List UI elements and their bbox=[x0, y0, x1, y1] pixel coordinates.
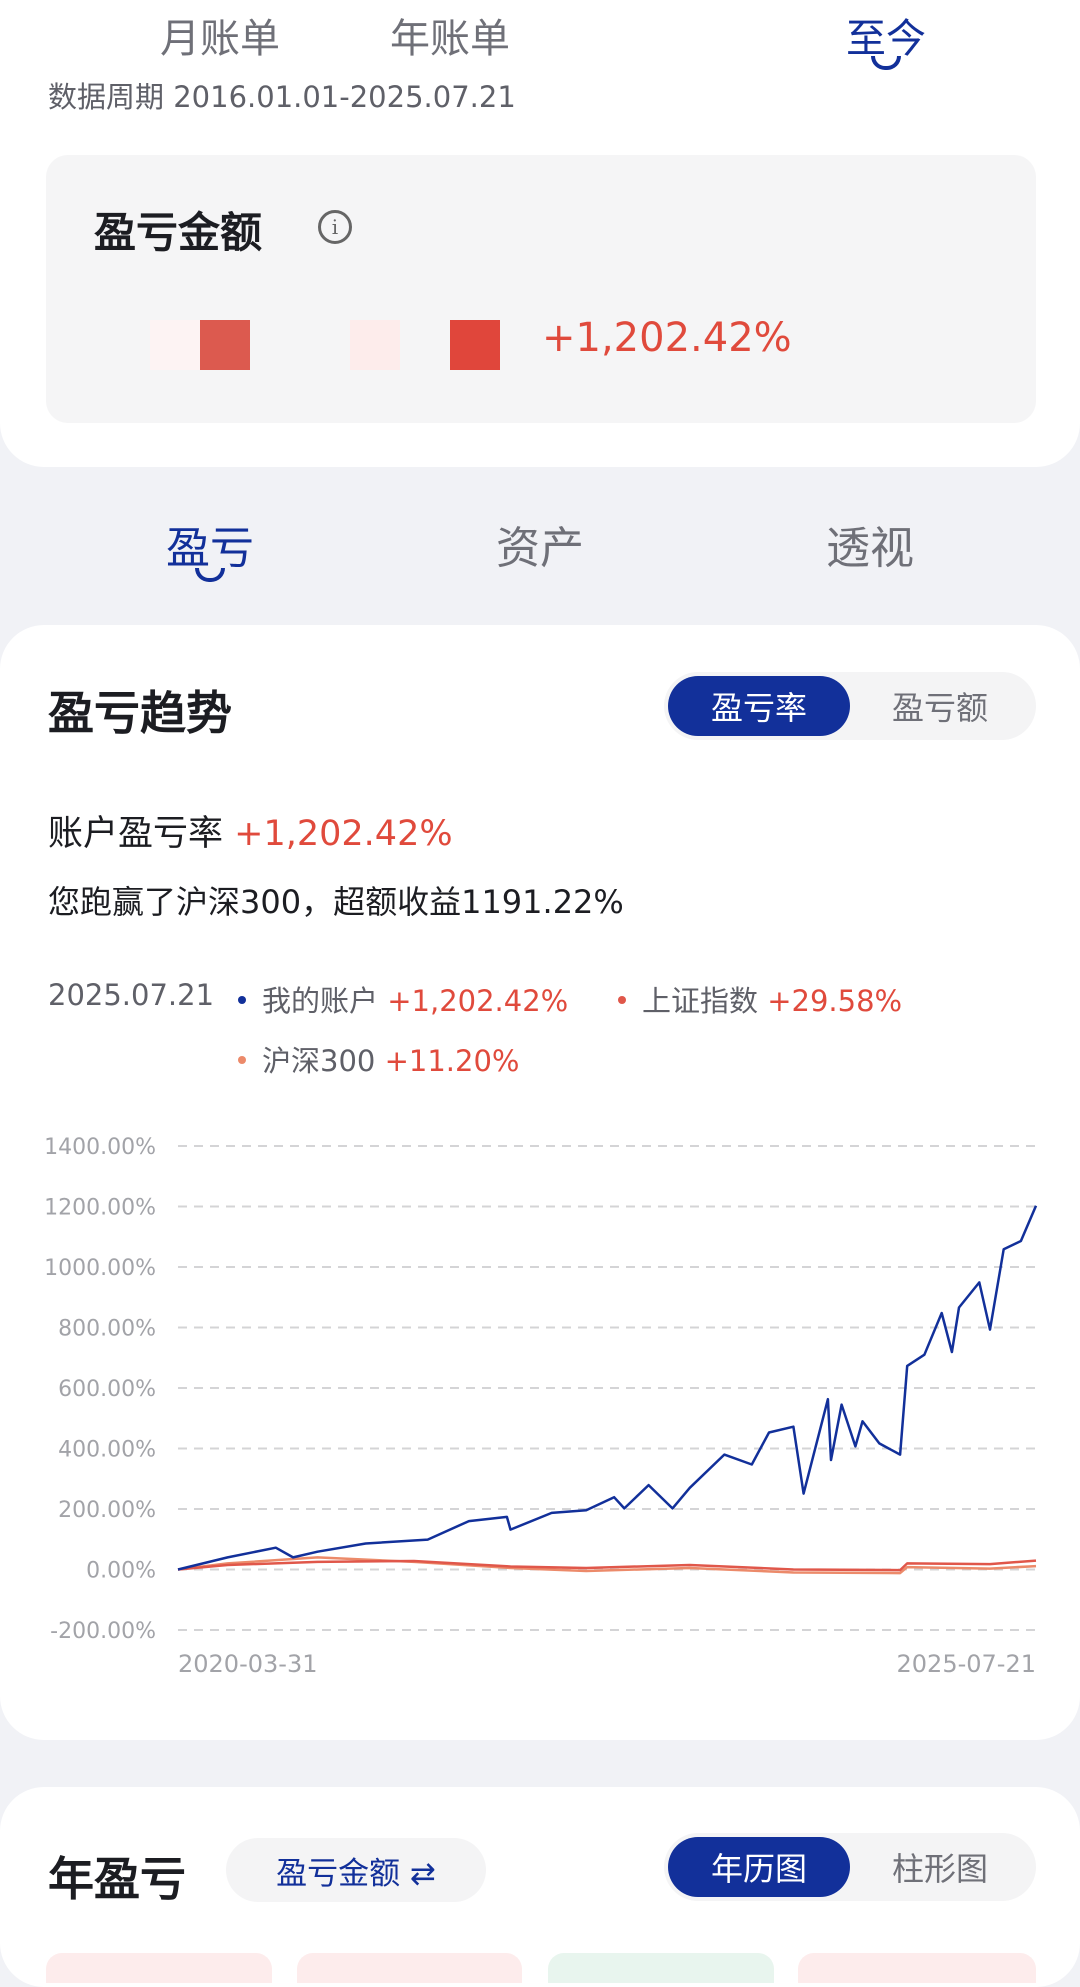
x-tick-label: 2025-07-21 bbox=[897, 1650, 1036, 1678]
tab-pnl[interactable]: 盈亏 bbox=[166, 523, 254, 574]
legend-date: 2025.07.21 bbox=[48, 978, 215, 1012]
y-tick-label: 800.00% bbox=[58, 1317, 156, 1342]
toggle-calendar[interactable]: 年历图 bbox=[668, 1837, 850, 1897]
year-tile[interactable] bbox=[46, 1953, 272, 1983]
account-rate-value: +1,202.42% bbox=[234, 814, 453, 854]
trend-toggle: 盈亏率 盈亏额 bbox=[664, 672, 1036, 740]
legend-value: +1,202.42% bbox=[387, 984, 569, 1018]
masked-amount bbox=[200, 320, 250, 370]
pnl-trend-chart[interactable]: 1400.00% 1200.00% 1000.00% 800.00% 600.00% 40… bbox=[0, 1110, 1080, 1690]
y-tick-label: 400.00% bbox=[58, 1438, 156, 1463]
legend-name: 上证指数 bbox=[642, 984, 759, 1018]
y-tick-label: 1200.00% bbox=[44, 1196, 156, 1221]
info-icon[interactable]: i bbox=[318, 210, 352, 244]
toggle-rate[interactable]: 盈亏率 bbox=[668, 676, 850, 736]
tab-insight[interactable]: 透视 bbox=[826, 523, 914, 574]
tab-monthly-bill[interactable]: 月账单 bbox=[160, 16, 280, 62]
data-period: 数据周期 2016.01.01-2025.07.21 bbox=[48, 80, 516, 114]
legend-item-csi300: 沪深300 +11.20% bbox=[238, 1038, 519, 1080]
pnl-rate: +1,202.42% bbox=[542, 315, 792, 361]
active-tab-indicator bbox=[871, 56, 901, 70]
account-rate-label: 账户盈亏率 bbox=[48, 814, 224, 854]
year-tile[interactable] bbox=[548, 1953, 774, 1983]
pnl-amount-card: 盈亏金额 i +1,202.42% bbox=[46, 155, 1036, 423]
masked-amount bbox=[350, 320, 400, 370]
y-tick-label: 600.00% bbox=[58, 1377, 156, 1402]
y-tick-label: 200.00% bbox=[58, 1498, 156, 1523]
beat-benchmark-text: 您跑赢了沪深300，超额收益1191.22% bbox=[48, 883, 624, 921]
y-tick-label: 1000.00% bbox=[44, 1256, 156, 1281]
series-line bbox=[177, 1556, 1037, 1575]
legend-value: +11.20% bbox=[384, 1044, 520, 1078]
y-tick-label: -200.00% bbox=[50, 1619, 156, 1644]
legend-name: 沪深300 bbox=[262, 1044, 376, 1078]
summary-header: 月账单 年账单 至今 数据周期 2016.01.01-2025.07.21 盈亏… bbox=[0, 0, 1080, 467]
legend-dot bbox=[618, 996, 626, 1004]
year-tile[interactable] bbox=[297, 1953, 522, 1983]
legend-item-account: 我的账户 +1,202.42% bbox=[238, 978, 568, 1020]
active-tab-indicator bbox=[195, 568, 225, 582]
yearly-view-toggle: 年历图 柱形图 bbox=[664, 1833, 1036, 1901]
series-line bbox=[177, 1205, 1038, 1571]
masked-amount bbox=[450, 320, 500, 370]
y-tick-label: 1400.00% bbox=[44, 1135, 156, 1160]
pnl-amount-title: 盈亏金额 bbox=[94, 208, 263, 257]
x-tick-label: 2020-03-31 bbox=[178, 1650, 317, 1678]
legend-dot bbox=[238, 1056, 246, 1064]
series-line bbox=[177, 1559, 1037, 1572]
yearly-title: 年盈亏 bbox=[48, 1852, 186, 1906]
legend-dot bbox=[238, 996, 246, 1004]
year-tile[interactable] bbox=[798, 1953, 1036, 1983]
legend-name: 我的账户 bbox=[262, 984, 379, 1018]
metric-switch-chip[interactable]: 盈亏金额 ⇄ bbox=[226, 1838, 486, 1902]
masked-amount bbox=[150, 320, 200, 370]
tab-to-date[interactable]: 至今 bbox=[846, 16, 926, 62]
trend-title: 盈亏趋势 bbox=[48, 686, 232, 740]
tab-assets[interactable]: 资产 bbox=[496, 523, 584, 574]
y-tick-label: 0.00% bbox=[86, 1559, 156, 1584]
toggle-bar[interactable]: 柱形图 bbox=[891, 1850, 988, 1888]
legend-value: +29.58% bbox=[767, 984, 903, 1018]
tab-yearly-bill[interactable]: 年账单 bbox=[390, 16, 510, 62]
legend-item-sse: 上证指数 +29.58% bbox=[618, 978, 902, 1020]
account-rate: 账户盈亏率 +1,202.42% bbox=[48, 805, 453, 856]
pnl-trend-card: 盈亏趋势 盈亏率 盈亏额 账户盈亏率 +1,202.42% 您跑赢了沪深300，… bbox=[0, 625, 1080, 1740]
toggle-amount[interactable]: 盈亏额 bbox=[891, 689, 988, 727]
